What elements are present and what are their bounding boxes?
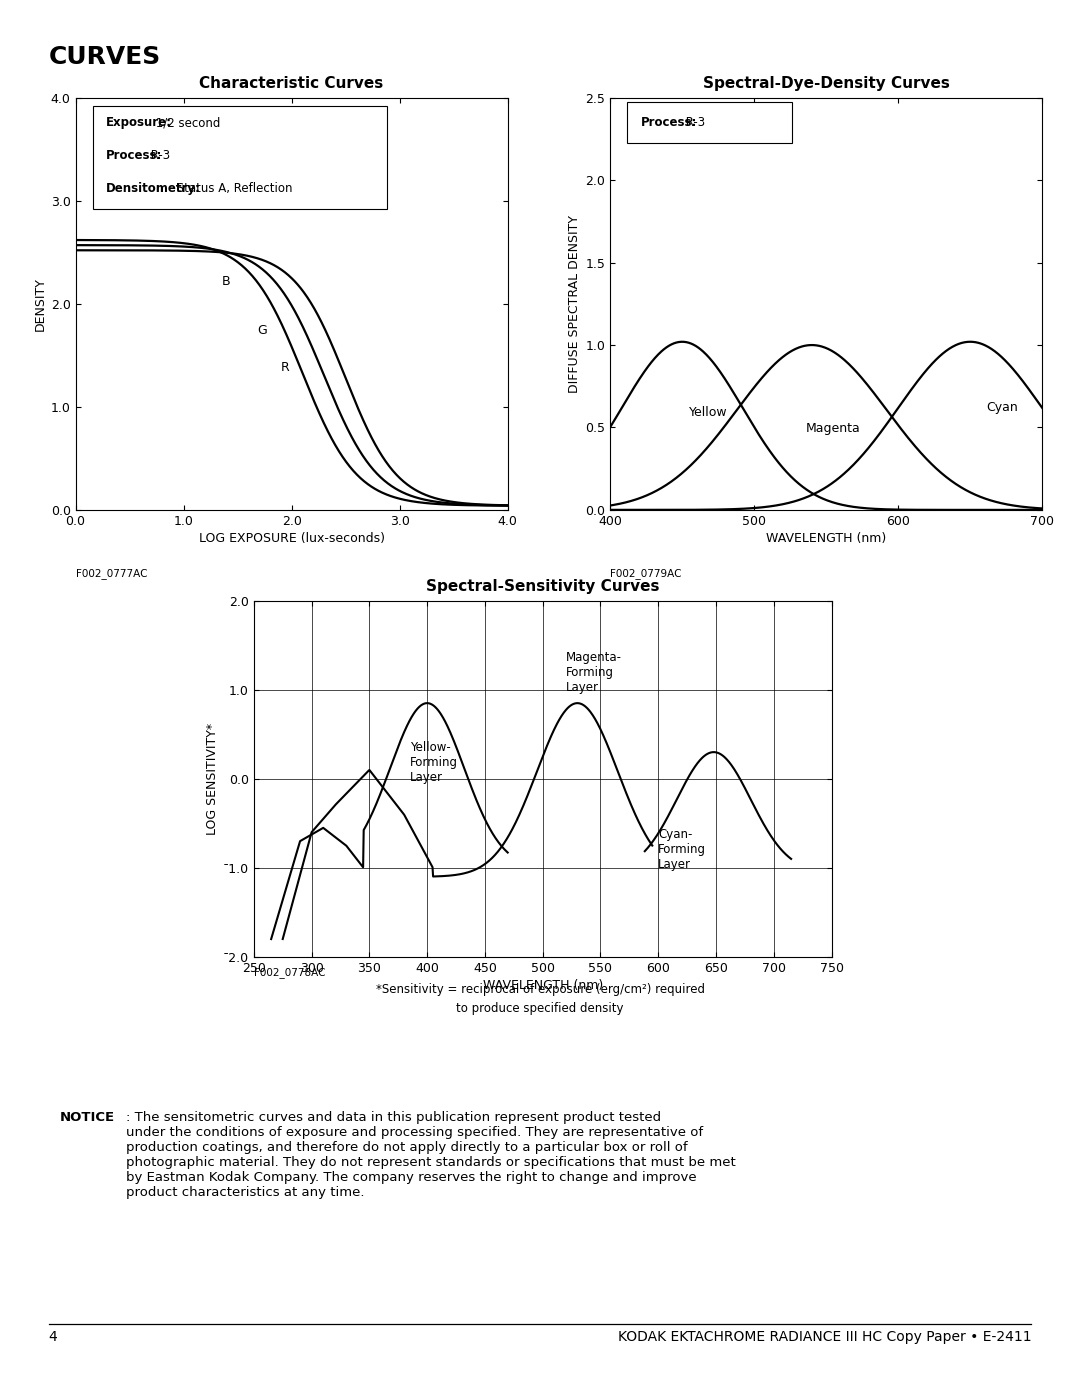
Title: Spectral-Sensitivity Curves: Spectral-Sensitivity Curves [426, 578, 660, 594]
Text: B: B [221, 275, 230, 288]
Text: R-3: R-3 [147, 149, 171, 162]
Title: Spectral-Dye-Density Curves: Spectral-Dye-Density Curves [703, 75, 949, 91]
Text: Yellow-
Forming
Layer: Yellow- Forming Layer [409, 742, 458, 785]
Text: G: G [257, 324, 267, 337]
Y-axis label: DIFFUSE SPECTRAL DENSITY: DIFFUSE SPECTRAL DENSITY [568, 215, 581, 393]
Text: CURVES: CURVES [49, 45, 161, 68]
Y-axis label: LOG SENSITIVITY*: LOG SENSITIVITY* [205, 722, 218, 835]
Text: : The sensitometric curves and data in this publication represent product tested: : The sensitometric curves and data in t… [126, 1111, 737, 1199]
Text: KODAK EKTACHROME RADIANCE III HC Copy Paper • E-2411: KODAK EKTACHROME RADIANCE III HC Copy Pa… [618, 1330, 1031, 1344]
Text: Exposure:: Exposure: [106, 116, 172, 130]
Text: NOTICE: NOTICE [59, 1111, 114, 1123]
Text: Cyan: Cyan [986, 401, 1017, 414]
Text: Process:: Process: [106, 149, 162, 162]
X-axis label: LOG EXPOSURE (lux-seconds): LOG EXPOSURE (lux-seconds) [199, 532, 384, 545]
Text: F002_0779AC: F002_0779AC [610, 567, 681, 578]
Text: to produce specified density: to produce specified density [456, 1002, 624, 1014]
Text: Process:: Process: [640, 116, 697, 130]
Text: Yellow: Yellow [689, 407, 728, 419]
X-axis label: WAVELENGTH (nm): WAVELENGTH (nm) [766, 532, 887, 545]
Text: R: R [281, 362, 289, 374]
Text: Densitometry:: Densitometry: [106, 182, 201, 196]
Y-axis label: DENSITY: DENSITY [33, 277, 46, 331]
Title: Characteristic Curves: Characteristic Curves [200, 75, 383, 91]
Text: Cyan-
Forming
Layer: Cyan- Forming Layer [659, 828, 706, 870]
Bar [93, 106, 387, 210]
Text: Magenta-
Forming
Layer: Magenta- Forming Layer [566, 651, 622, 694]
Text: Status A, Reflection: Status A, Reflection [173, 182, 293, 196]
Text: F002_0778AC: F002_0778AC [254, 967, 325, 978]
Bar [627, 102, 792, 142]
Text: 1/2 second: 1/2 second [152, 116, 221, 130]
X-axis label: WAVELENGTH (nm): WAVELENGTH (nm) [483, 979, 603, 992]
Text: R-3: R-3 [681, 116, 705, 130]
Text: 4: 4 [49, 1330, 57, 1344]
Text: *Sensitivity = reciprocal of exposure (erg/cm²) required: *Sensitivity = reciprocal of exposure (e… [376, 983, 704, 996]
Text: Magenta: Magenta [806, 422, 861, 436]
Text: F002_0777AC: F002_0777AC [76, 567, 147, 578]
